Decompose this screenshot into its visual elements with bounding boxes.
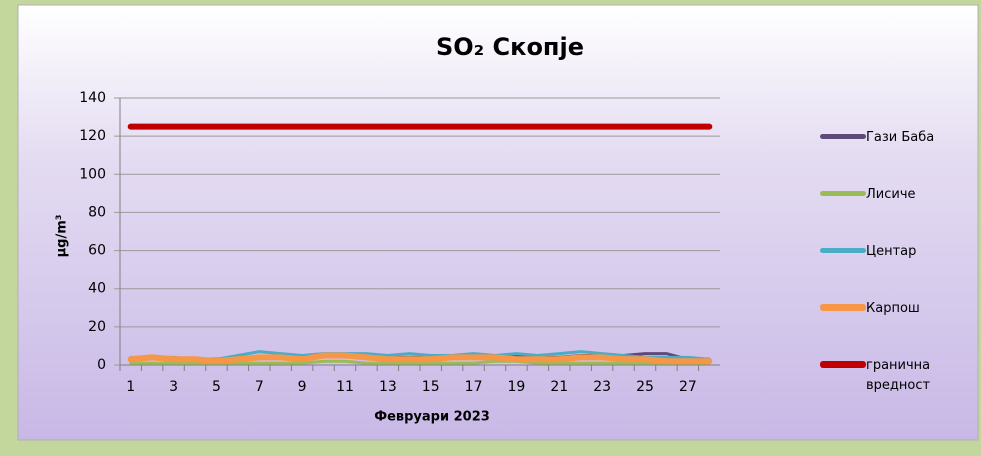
legend-swatch — [820, 304, 866, 311]
legend-item: Лисиче — [820, 185, 946, 205]
x-axis-label: Февруари 2023 — [374, 410, 490, 425]
series-line — [127, 352, 713, 365]
legend-swatch — [820, 361, 866, 368]
x-tick-label: 19 — [508, 379, 526, 395]
legend-swatch — [820, 248, 866, 253]
x-tick-label: 21 — [550, 379, 568, 395]
x-tick-label: 9 — [298, 379, 307, 395]
legend-item: Центар — [820, 242, 946, 262]
x-tick-label: 15 — [422, 379, 440, 395]
y-tick-label: 40 — [88, 281, 106, 297]
legend-label: Карпош — [866, 301, 920, 316]
x-tick-label: 27 — [679, 379, 697, 395]
x-tick-label: 17 — [465, 379, 483, 395]
y-tick-label: 20 — [88, 319, 106, 335]
x-tick-label: 5 — [212, 379, 221, 395]
legend-label: Центар — [866, 244, 917, 259]
legend-item: Гази Баба — [820, 128, 946, 148]
legend-label: гранична вредност — [866, 358, 931, 393]
legend-item: Карпош — [820, 299, 946, 319]
legend-label: Гази Баба — [866, 130, 935, 145]
x-tick-label: 25 — [636, 379, 654, 395]
y-tick-label: 140 — [79, 90, 106, 106]
x-tick-label: 1 — [126, 379, 135, 395]
x-tick-label: 23 — [593, 379, 611, 395]
legend-item: гранична вредност — [820, 356, 946, 396]
legend-swatch — [820, 191, 866, 196]
chart-panel — [17, 4, 979, 441]
y-axis-label: µg/m³ — [55, 215, 70, 258]
chart-title: SO₂ Скопје — [436, 33, 584, 61]
y-tick-label: 60 — [88, 243, 106, 259]
y-tick-label: 120 — [79, 128, 106, 144]
x-tick-label: 13 — [379, 379, 397, 395]
y-tick-label: 100 — [79, 166, 106, 182]
x-tick-label: 3 — [169, 379, 178, 395]
x-tick-label: 11 — [336, 379, 354, 395]
legend-label: Лисиче — [866, 187, 916, 202]
x-tick-label: 7 — [255, 379, 264, 395]
y-tick-label: 80 — [88, 204, 106, 220]
legend-swatch — [820, 134, 866, 139]
y-tick-label: 0 — [97, 357, 106, 373]
